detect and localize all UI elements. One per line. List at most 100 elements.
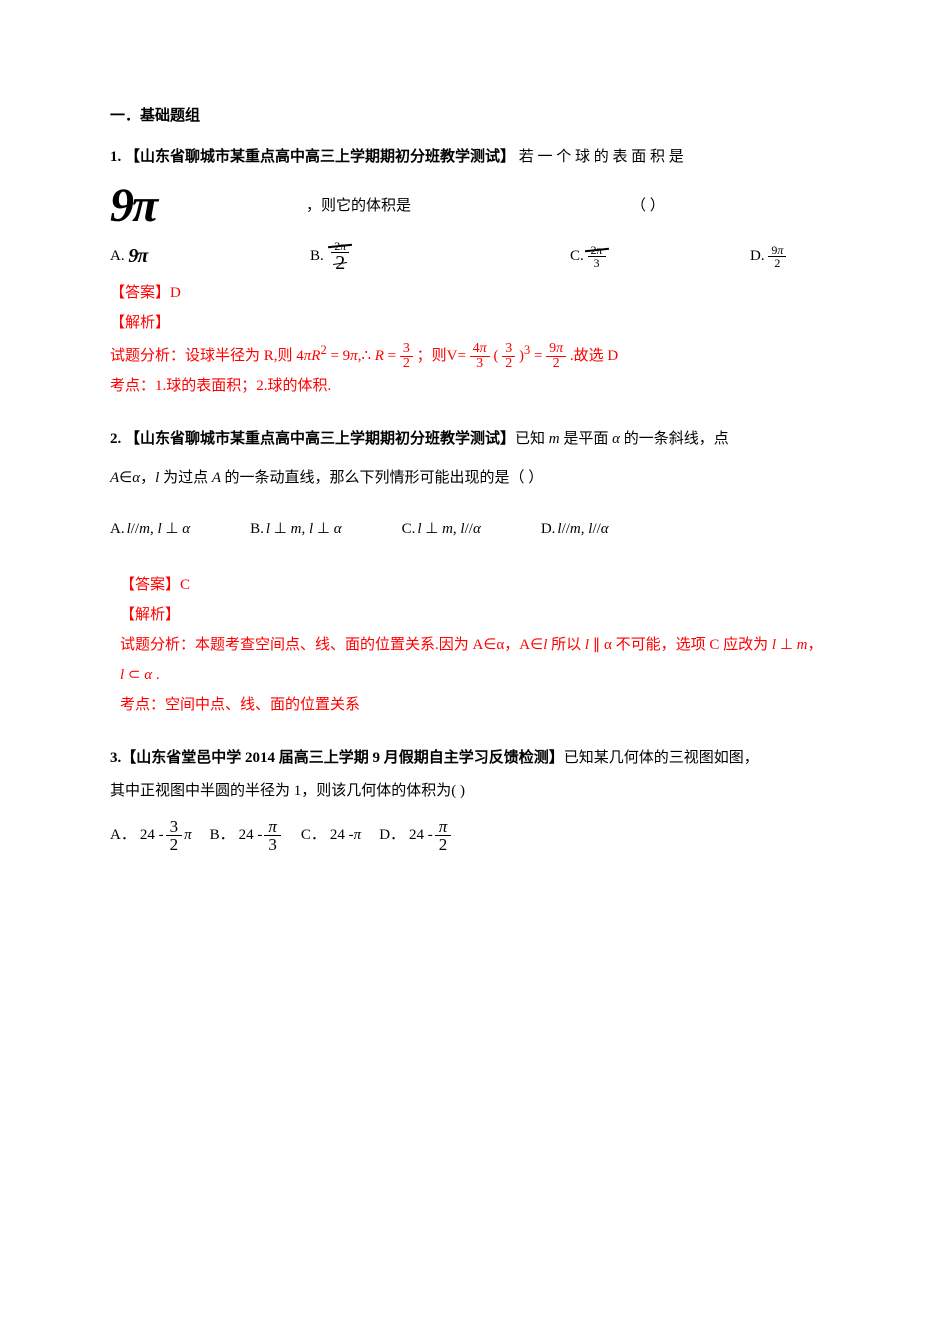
frac-num: 3 (166, 818, 183, 836)
q3-opt-a-pi: π (184, 819, 192, 852)
q1-source: 【山东省聊城市某重点高中高三上学期期初分班教学测试】 (125, 149, 515, 165)
q3-source: 【山东省堂邑中学 2014 届高三上学期 9 月假期自主学习反馈检测】 (121, 750, 564, 766)
q3-opt-a-whole: 24 - (140, 819, 164, 852)
q2-alpha: α (612, 431, 620, 447)
q1-opt-b-frac: 2π 2 (331, 240, 349, 273)
q3-opt-d-frac: π 2 (435, 818, 452, 853)
q1-opt-d: D. 9π 2 (750, 240, 786, 273)
page: 一．基础题组 1. 【山东省聊城市某重点高中高三上学期期初分班教学测试】 若 一… (0, 0, 950, 893)
q3-opt-a-frac: 3 2 (166, 818, 183, 853)
q2-answer: 【答案】C (110, 570, 840, 600)
q1-opt-c-frac: 2π 3 (588, 244, 606, 269)
q2-opt-a-label: A. (110, 513, 125, 546)
q2-kaodian-text: 空间中点、线、面的位置关系 (165, 697, 360, 713)
q1-bigexpr-row: 9π ，则它的体积是 （ ） (110, 182, 840, 230)
q1-anal-vfrac1: 4π 3 (470, 342, 490, 371)
q1-comma-text: ，则它的体积是 (306, 190, 411, 223)
q1-anal-tail: .故选 D (570, 348, 618, 364)
q1-opt-c: C. 2π 3 (570, 240, 750, 273)
q1-answer: 【答案】D (110, 278, 840, 308)
q1-anal-paren: ( (493, 348, 498, 364)
q2-m: m (549, 431, 560, 447)
q3-opt-d: D． 24 - π 2 (379, 818, 453, 853)
q1-anal-mid: ；则V= (417, 348, 466, 364)
analysis-label: 【解析】 (110, 315, 170, 331)
q2-opt-c: C. l ⊥ m, l//α (402, 513, 481, 546)
q3-opt-c-pi: π (354, 819, 362, 852)
analysis-label: 【解析】 (120, 607, 180, 623)
q1-number: 1. (110, 149, 121, 165)
q1-opt-a: A. 9π (110, 234, 310, 278)
q2-kaodian: 考点：空间中点、线、面的位置关系 (110, 690, 840, 720)
frac-num: 3 (502, 342, 515, 357)
kaodian-label: 考点： (120, 697, 165, 713)
q2-analysis-label: 【解析】 (110, 600, 840, 630)
q1-analysis-body: 试题分析：设球半径为 R,则 4πR2 = 9π,∴ R = 3 2 ；则V= … (110, 338, 840, 371)
q3-options: A． 24 - 3 2 π B． 24 - π 3 C． 24 - π D． 2… (110, 818, 840, 853)
q2-opt-c-expr: l ⊥ m, l//α (417, 513, 480, 546)
q3-opt-b-label: B． (210, 819, 235, 852)
q2-tail1: 已知 (515, 431, 549, 447)
q1-opt-a-expr: 9π (128, 234, 147, 278)
q1-analysis-label: 【解析】 (110, 308, 840, 338)
q3-opt-b-whole: 24 - (239, 819, 263, 852)
q2-opt-d-expr: l//m, l//α (557, 513, 608, 546)
q2-header: 2. 【山东省聊城市某重点高中高三上学期期初分班教学测试】已知 m 是平面 α … (110, 423, 840, 456)
q3-opt-a-label: A． (110, 819, 136, 852)
q1-opt-a-label: A. (110, 240, 125, 273)
q1-opt-c-label: C. (570, 240, 584, 273)
frac-den: 2 (400, 357, 413, 371)
frac-den: 2 (435, 836, 452, 853)
q1-kaodian-text: 1.球的表面积；2.球的体积. (155, 378, 331, 394)
frac-den: 3 (264, 836, 281, 853)
q2-opt-b: B. l ⊥ m, l ⊥ α (250, 513, 341, 546)
q3-opt-b-frac: π 3 (264, 818, 281, 853)
q1-anal-prefix: 试题分析：设球半径为 R,则 (110, 348, 293, 364)
q2-tail2: 是平面 (560, 431, 613, 447)
q1-anal-eq1: 4πR2 = 9π,∴ R = (296, 348, 400, 364)
q1-opt-b: B. 2π 2 (310, 240, 570, 273)
q2-analysis-body: 试题分析：本题考查空间点、线、面的位置关系.因为 A∈α，A∈l 所以 l ∥ … (110, 630, 840, 660)
q2-opt-d-label: D. (541, 513, 556, 546)
frac-den: 2 (502, 357, 515, 371)
q3-number: 3. (110, 750, 121, 766)
answer-label: 【答案】 (110, 285, 170, 301)
q1-anal-result: 9π 2 (546, 342, 566, 371)
q1-header: 1. 【山东省聊城市某重点高中高三上学期期初分班教学测试】 若 一 个 球 的 … (110, 141, 840, 174)
q1-paren: （ ） (631, 190, 665, 223)
q1-opt-b-label: B. (310, 240, 324, 273)
q3-line2: 其中正视图中半圆的半径为 1，则该几何体的体积为( ) (110, 775, 840, 808)
q2-tail3: 的一条斜线，点 (620, 431, 729, 447)
q2-Ainα: A (110, 470, 119, 486)
q3-opt-c-label: C． (301, 819, 326, 852)
q1-opt-d-label: D. (750, 240, 765, 273)
q2-opt-a: A. l//m, l ⊥ α (110, 513, 190, 546)
q1-tail: 若 一 个 球 的 表 面 积 是 (519, 149, 684, 165)
q2-answer-value: C (180, 577, 190, 593)
frac-den: 2 (166, 836, 183, 853)
q1-options: A. 9π B. 2π 2 C. 2π 3 D. 9π 2 (110, 234, 840, 278)
q3-tail: 已知某几何体的三视图如图， (564, 750, 759, 766)
q2-line2: A∈α，l 为过点 A 的一条动直线，那么下列情形可能出现的是（ ） (110, 462, 840, 495)
q3-opt-a: A． 24 - 3 2 π (110, 818, 192, 853)
q3-header: 3.【山东省堂邑中学 2014 届高三上学期 9 月假期自主学习反馈检测】已知某… (110, 742, 840, 775)
answer-label: 【答案】 (120, 577, 180, 593)
q3-opt-c-whole: 24 - (330, 819, 354, 852)
q1-anal-power: )3 = (519, 348, 546, 364)
frac-num: 3 (400, 342, 413, 357)
q3-opt-b: B． 24 - π 3 (210, 818, 283, 853)
q1-anal-vfrac2: 3 2 (502, 342, 515, 371)
q2-source: 【山东省聊城市某重点高中高三上学期期初分班教学测试】 (125, 431, 515, 447)
q2-opt-c-label: C. (402, 513, 416, 546)
q2-opt-d: D. l//m, l//α (541, 513, 609, 546)
q2-number: 2. (110, 431, 121, 447)
q1-kaodian: 考点：1.球的表面积；2.球的体积. (110, 371, 840, 401)
q2-opt-b-expr: l ⊥ m, l ⊥ α (266, 513, 342, 546)
kaodian-label: 考点： (110, 378, 155, 394)
q2-options: A. l//m, l ⊥ α B. l ⊥ m, l ⊥ α C. l ⊥ m,… (110, 513, 840, 546)
q2-analysis-body2: l ⊂ α . (110, 660, 840, 690)
q1-anal-rfrac: 3 2 (400, 342, 413, 371)
q2-opt-b-label: B. (250, 513, 264, 546)
q3-opt-d-label: D． (379, 819, 405, 852)
q3-opt-d-whole: 24 - (409, 819, 433, 852)
